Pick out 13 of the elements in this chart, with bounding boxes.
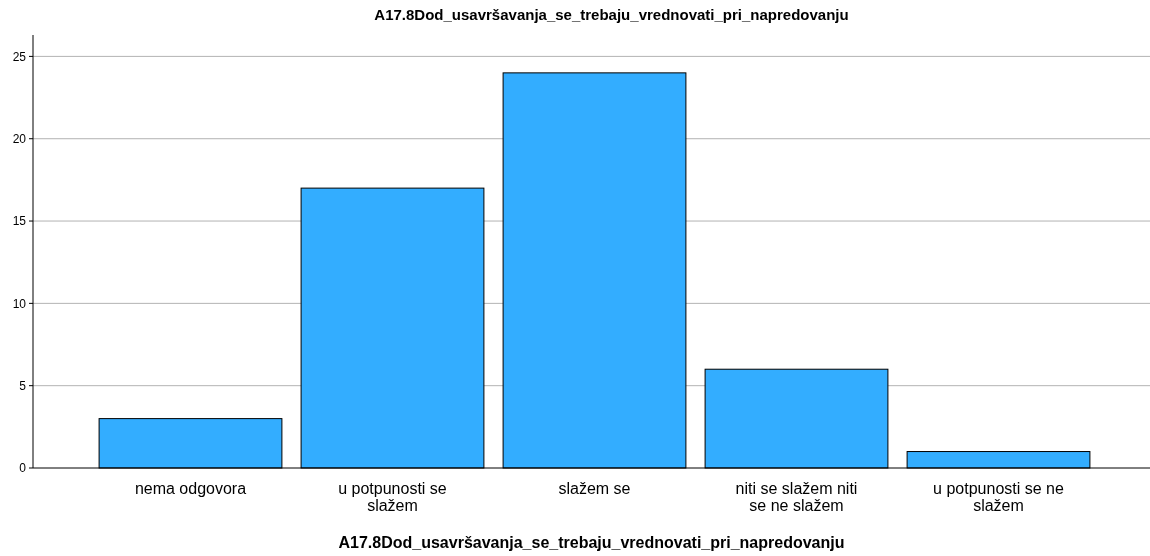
- chart-title: A17.8Dod_usavršavanja_se_trebaju_vrednovati_pri_napredovanju: [374, 6, 849, 23]
- x-tick-label: u potpunosti se ne slažem: [933, 480, 1064, 514]
- y-tick-label: 20: [12, 131, 27, 146]
- x-tick-label: u potpunosti se slažem: [338, 480, 447, 514]
- y-tick-label: 15: [12, 214, 27, 229]
- x-tick-label: slažem se: [558, 480, 631, 497]
- y-tick-label: 0: [19, 461, 27, 476]
- x-axis-title: A17.8Dod_usavršavanja_se_trebaju_vrednovati_pri_napredovanju: [338, 534, 845, 551]
- y-tick-label: 5: [19, 378, 27, 393]
- x-tick-label: niti se slažem niti se ne slažem: [735, 480, 858, 514]
- y-tick-label: 25: [12, 49, 27, 64]
- y-tick-label: 10: [12, 296, 27, 311]
- x-tick-label: nema odgovora: [134, 480, 247, 497]
